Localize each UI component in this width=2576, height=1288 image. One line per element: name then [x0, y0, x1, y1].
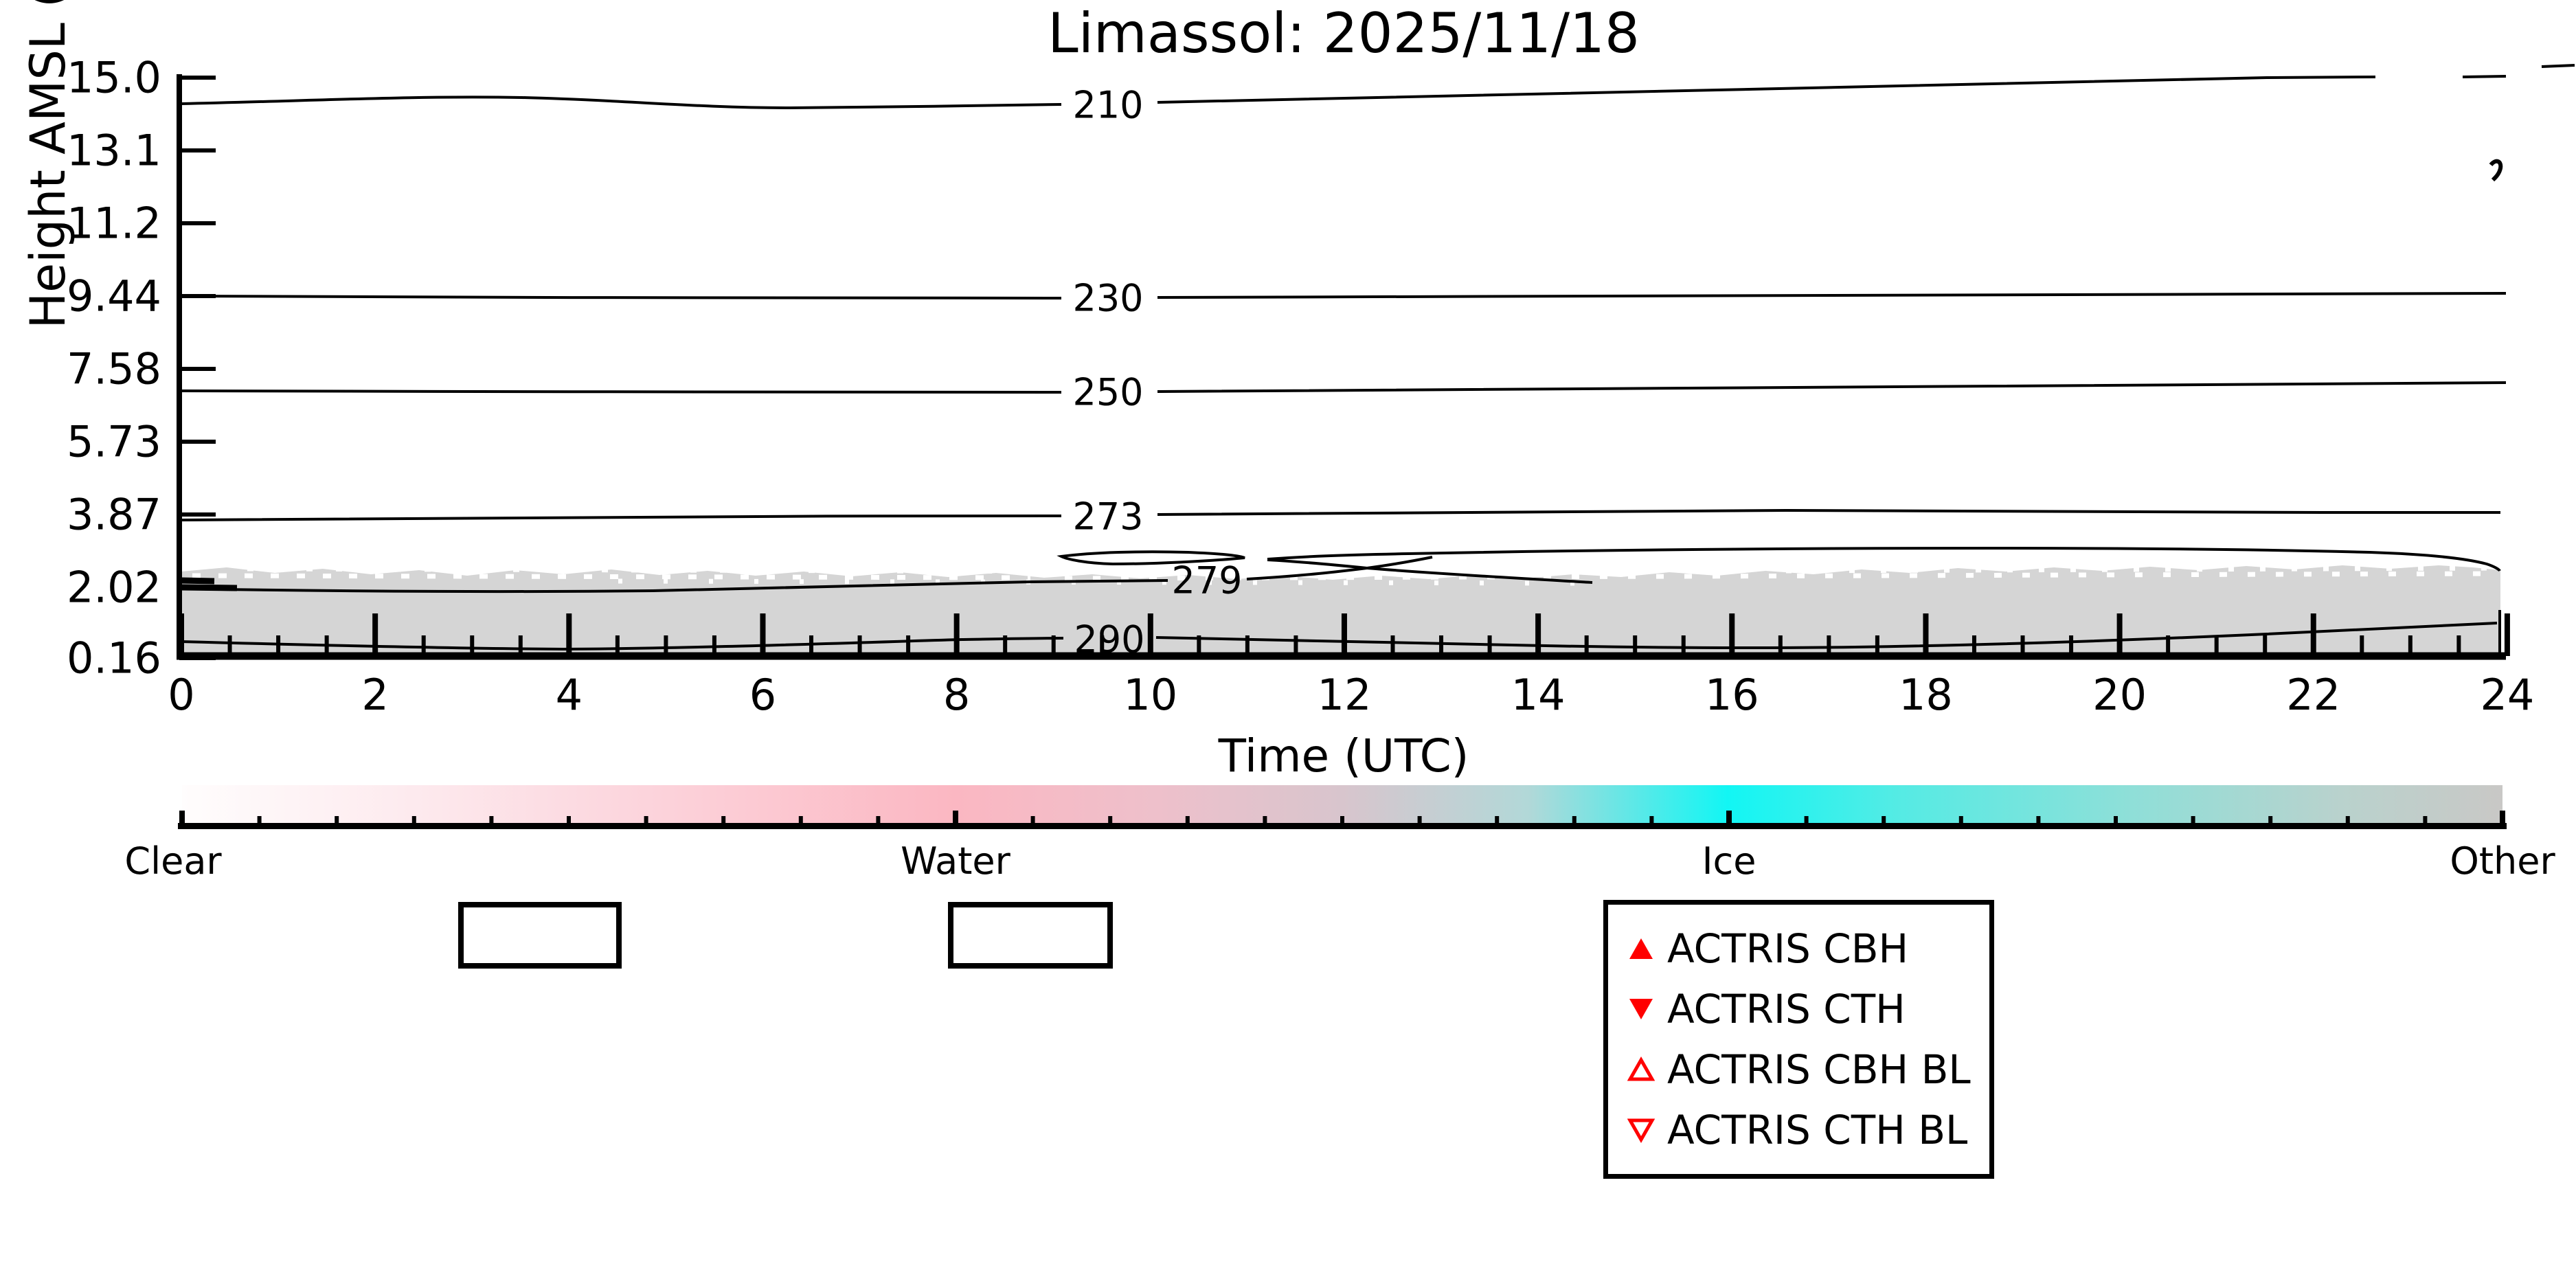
contour-250: [181, 389, 1062, 394]
y-axis-ticks: [179, 76, 216, 660]
y-tick-label: 7.58: [66, 343, 161, 394]
x-tick-label: 14: [1511, 670, 1566, 720]
contour-fragment-corner: [2541, 64, 2575, 68]
contour-210c: [2462, 75, 2507, 78]
contour-290b: [1155, 622, 2498, 650]
contour-label-279: 279: [1171, 558, 1243, 602]
contour-230: [181, 295, 1062, 300]
contour-fold-upper: [1267, 546, 2501, 572]
contour-290: [181, 637, 1064, 651]
x-axis-label: Time (UTC): [1218, 730, 1469, 782]
contour-fold-lower: [1267, 558, 1593, 584]
y-tick-label: 0.16: [66, 633, 161, 683]
y-tick-label: 13.1: [66, 125, 161, 176]
contour-273b: [1157, 508, 2500, 516]
contour-fragment-hook: [2489, 159, 2503, 182]
contour-273: [181, 515, 1062, 521]
contour-label-230: 230: [1072, 276, 1144, 320]
x-axis-ticks: [179, 613, 2510, 656]
contour-label-273: 273: [1072, 495, 1144, 539]
colorbar-axis-line: [178, 823, 2507, 829]
x-tick-label: 22: [2286, 670, 2341, 720]
legend-item-cbh: ACTRIS CBH: [1627, 925, 1989, 972]
y-tick-label: 2.02: [66, 562, 161, 613]
y-tick-label: 3.87: [66, 489, 161, 540]
colorbar-label-clear: Clear: [124, 839, 222, 883]
x-tick-label: 10: [1123, 670, 1178, 720]
legend-item-cth: ACTRIS CTH: [1627, 986, 1989, 1032]
colorbar-label-water: Water: [901, 839, 1010, 883]
legend-item-label: ACTRIS CBH BL: [1667, 1046, 1971, 1093]
y-tick-label: 5.73: [66, 416, 161, 467]
x-tick-label: 2: [361, 670, 389, 720]
contour-plot: [177, 64, 2575, 660]
key-box-1: [458, 902, 622, 969]
contour-label-290: 290: [1074, 618, 1145, 662]
classified-layer-shading: [181, 565, 2500, 658]
open-down-triangle-icon: [1627, 1118, 1655, 1144]
y-tick-label: 15.0: [66, 52, 161, 103]
legend-item-label: ACTRIS CTH: [1667, 986, 1906, 1032]
filled-up-triangle-icon: [1629, 938, 1653, 959]
shading-noise-speckle: [192, 565, 2494, 586]
filled-down-triangle-icon: [1629, 999, 1653, 1019]
x-tick-label: 24: [2480, 670, 2535, 720]
legend-item-label: ACTRIS CBH: [1667, 925, 1909, 972]
x-tick-label: 0: [168, 670, 195, 720]
x-tick-label: 16: [1704, 670, 1759, 720]
legend-item-cth-bl: ACTRIS CTH BL: [1627, 1107, 1989, 1153]
contour-210: [181, 95, 1062, 110]
actris-legend: ACTRIS CBH ACTRIS CTH ACTRIS CBH BL ACTR…: [1603, 900, 1994, 1179]
x-tick-label: 4: [555, 670, 583, 720]
legend-item-label: ACTRIS CTH BL: [1667, 1107, 1968, 1153]
colorbar-ticks: [179, 811, 2505, 824]
contour-250b: [1157, 381, 2507, 393]
contour-210b: [1157, 76, 2376, 104]
colorbar-label-ice: Ice: [1702, 839, 1756, 883]
contour-label-210: 210: [1072, 83, 1144, 127]
x-tick-label: 6: [749, 670, 777, 720]
y-tick-label: 11.2: [66, 198, 161, 249]
open-up-triangle-icon: [1627, 1056, 1655, 1081]
x-tick-label: 20: [2092, 670, 2147, 720]
plot-title: Limassol: 2025/11/18: [1048, 1, 1640, 65]
contour-label-250: 250: [1072, 370, 1144, 414]
y-tick-label: 9.44: [66, 271, 161, 321]
contour-279b: [1246, 556, 1433, 580]
x-tick-label: 12: [1317, 670, 1372, 720]
x-tick-label: 18: [1898, 670, 1953, 720]
x-tick-label: 8: [942, 670, 971, 720]
temperature-contours: [181, 64, 2575, 656]
contour-279: [181, 579, 1168, 593]
key-box-2: [948, 902, 1113, 969]
legend-item-cbh-bl: ACTRIS CBH BL: [1627, 1046, 1989, 1093]
contour-279-stub1: [181, 577, 215, 585]
colorbar-label-other: Other: [2450, 839, 2555, 883]
contour-230b: [1157, 292, 2507, 299]
contour-lens: [1057, 550, 1245, 566]
